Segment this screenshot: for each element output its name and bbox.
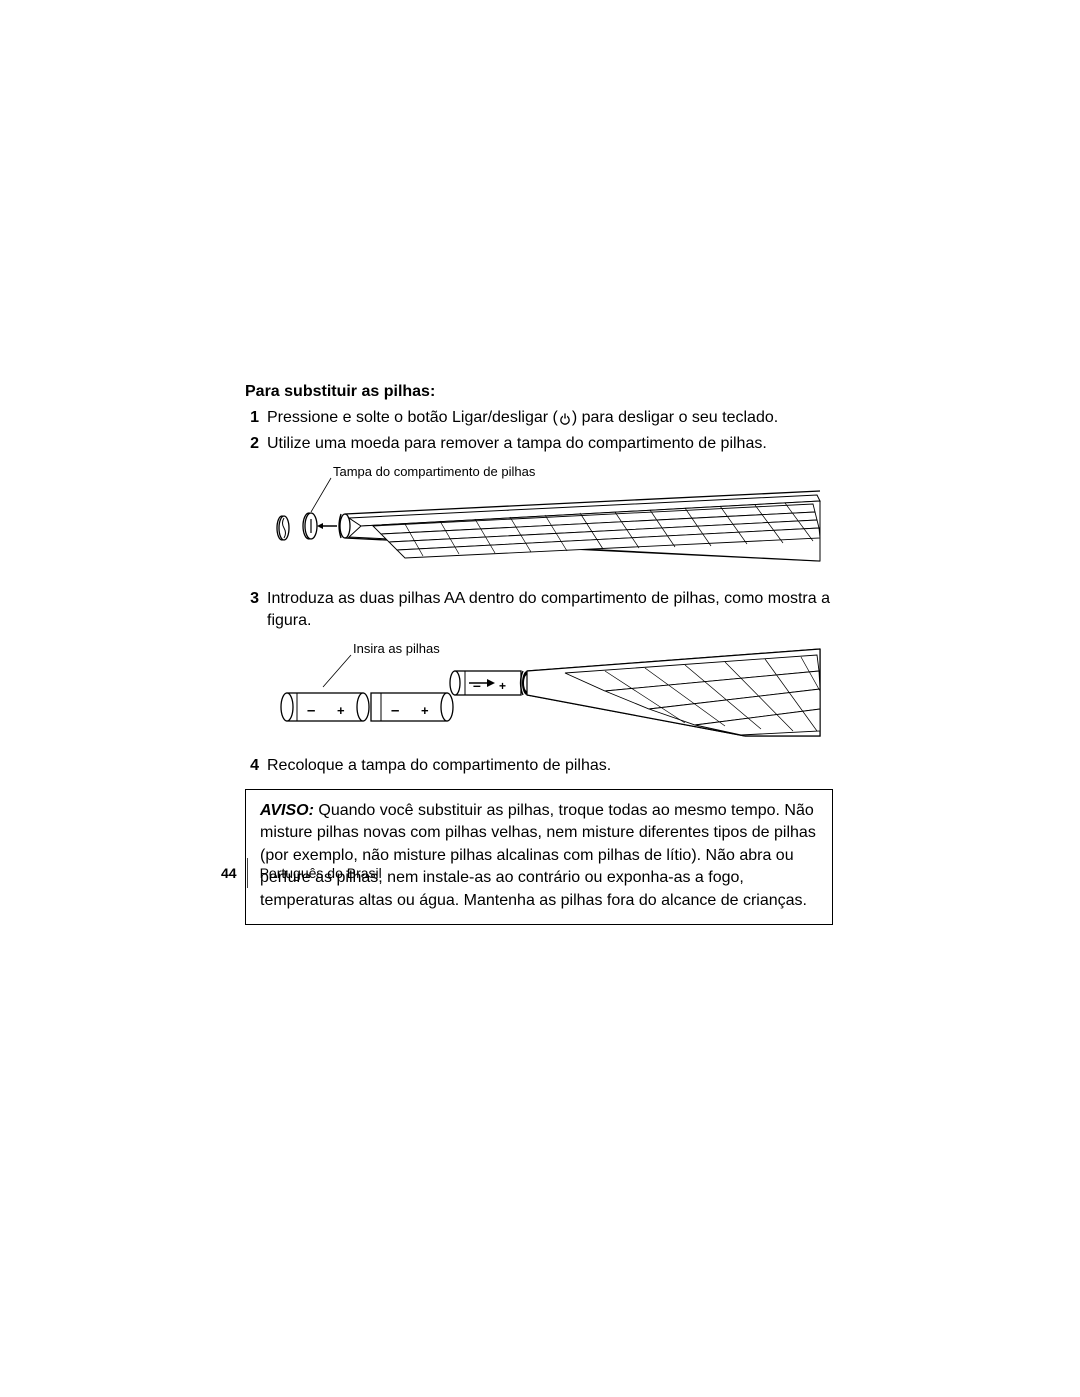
keyboard-diagram-1: Tampa do compartimento de pilhas	[265, 464, 825, 574]
step-text: Utilize uma moeda para remover a tampa d…	[267, 433, 767, 455]
step-number: 1	[245, 407, 259, 429]
step-2: 2 Utilize uma moeda para remover a tampa…	[245, 433, 835, 455]
section-heading: Para substituir as pilhas:	[245, 383, 835, 401]
svg-text:+: +	[337, 703, 345, 718]
ordered-list: 1 Pressione e solte o botão Ligar/deslig…	[245, 407, 835, 454]
step-number: 2	[245, 433, 259, 455]
keyboard-end-icon	[521, 649, 821, 736]
language-label: Português do Brasil	[260, 865, 382, 881]
svg-text:+: +	[499, 679, 506, 693]
figure-1-label: Tampa do compartimento de pilhas	[333, 464, 536, 479]
battery-2-icon: – +	[371, 693, 453, 721]
content-area: Para substituir as pilhas: 1 Pressione e…	[245, 383, 835, 925]
svg-text:+: +	[421, 703, 429, 718]
figure-2-label: Insira as pilhas	[353, 641, 440, 656]
battery-1-icon: – +	[281, 693, 369, 721]
step-4: 4 Recoloque a tampa do compartimento de …	[245, 755, 835, 777]
warning-text: Quando você substituir as pilhas, troque…	[260, 802, 816, 909]
ordered-list-continued-2: 4 Recoloque a tampa do compartimento de …	[245, 755, 835, 777]
warning-box: AVISO: Quando você substituir as pilhas,…	[245, 789, 833, 925]
step-1: 1 Pressione e solte o botão Ligar/deslig…	[245, 407, 835, 429]
page: Para substituir as pilhas: 1 Pressione e…	[0, 0, 1080, 1397]
step-number: 4	[245, 755, 259, 777]
svg-text:–: –	[391, 702, 399, 719]
figure-2: Insira as pilhas – + – +	[265, 641, 835, 741]
step-text-post: ) para desligar o seu teclado.	[572, 409, 778, 426]
step-3: 3 Introduza as duas pilhas AA dentro do …	[245, 588, 835, 631]
svg-text:–: –	[473, 677, 481, 693]
svg-text:–: –	[307, 702, 315, 719]
battery-diagram: Insira as pilhas – + – +	[265, 641, 825, 741]
divider-icon	[247, 858, 248, 888]
step-text-pre: Pressione e solte o botão Ligar/desligar…	[267, 409, 558, 426]
page-footer: 44 Português do Brasil	[221, 858, 382, 888]
step-text: Introduza as duas pilhas AA dentro do co…	[267, 588, 835, 631]
keyboard-icon	[339, 491, 820, 561]
step-number: 3	[245, 588, 259, 631]
ordered-list-continued-1: 3 Introduza as duas pilhas AA dentro do …	[245, 588, 835, 631]
step-text: Pressione e solte o botão Ligar/desligar…	[267, 407, 778, 429]
figure-1: Tampa do compartimento de pilhas	[265, 464, 835, 574]
step-text: Recoloque a tampa do compartimento de pi…	[267, 755, 611, 777]
power-icon	[558, 411, 572, 428]
page-number: 44	[221, 865, 247, 881]
warning-label: AVISO:	[260, 802, 314, 819]
